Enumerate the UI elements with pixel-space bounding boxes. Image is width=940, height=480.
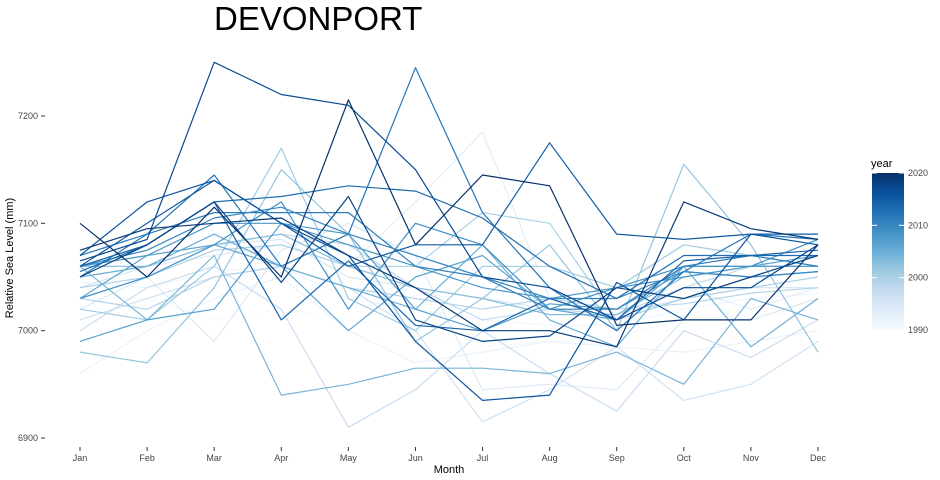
y-tick-label: 7200 (18, 111, 38, 121)
series-line-2010 (79, 206, 819, 300)
series-line-2015 (79, 142, 818, 267)
x-axis: Jan Feb Mar Apr May Jun Jul Aug Sep Oct Nov Dec (73, 447, 827, 463)
series-line-2008 (79, 222, 818, 300)
series-line-2016 (79, 179, 819, 401)
series-line-2004 (79, 254, 819, 396)
chart-title: DEVONPORT (214, 0, 422, 37)
x-tick-label: Nov (743, 453, 760, 463)
series-line-2017 (79, 61, 819, 321)
x-tick-label: Dec (810, 453, 827, 463)
series-line-2001 (79, 147, 819, 332)
series-line-2020 (79, 99, 819, 326)
series-line-1996 (79, 265, 819, 423)
x-tick-label: Sep (609, 453, 625, 463)
series-line-1991 (79, 265, 819, 326)
x-tick-label: May (340, 453, 358, 463)
legend-colorbar (872, 173, 904, 330)
series-line-2011 (79, 212, 819, 310)
series-line-1999 (79, 265, 819, 310)
x-tick-label: Apr (274, 453, 288, 463)
series-line-2000 (79, 212, 819, 321)
legend-tick-label: 1990 (908, 325, 928, 335)
series-line-1997 (79, 265, 819, 428)
series-line-2009 (79, 201, 819, 310)
legend-tick-label: 2010 (908, 220, 928, 230)
series-line-2012 (79, 67, 819, 332)
series-line-1990 (80, 297, 819, 348)
legend-ticks: 1990 2000 2010 2020 (872, 168, 928, 335)
x-tick-label: Feb (139, 453, 155, 463)
x-tick-label: Jul (477, 453, 489, 463)
x-tick-label: Aug (542, 453, 558, 463)
y-tick-label: 6900 (18, 433, 38, 443)
series-line-2002 (79, 163, 819, 364)
legend-tick-label: 2020 (908, 168, 928, 178)
series-line-1993 (79, 131, 819, 321)
y-axis-title: Relative Sea Level (mm) (4, 198, 16, 318)
series-line-1992 (79, 276, 819, 375)
series-line-2019 (79, 201, 819, 348)
series-line-2013 (79, 185, 818, 300)
series-line-2018 (79, 195, 819, 342)
y-axis: 6900 7000 7100 7200 (18, 111, 45, 443)
series-lines (79, 61, 819, 428)
y-tick-label: 7100 (18, 218, 38, 228)
legend: year 1990 2000 2010 2020 (871, 158, 928, 335)
x-tick-label: Oct (677, 453, 692, 463)
x-tick-label: Jan (73, 453, 88, 463)
x-axis-title: Month (434, 464, 465, 476)
x-tick-label: Jun (408, 453, 423, 463)
legend-tick-label: 2000 (908, 273, 928, 283)
legend-title: year (871, 158, 893, 170)
y-tick-label: 7000 (18, 326, 38, 336)
x-tick-label: Mar (206, 453, 222, 463)
